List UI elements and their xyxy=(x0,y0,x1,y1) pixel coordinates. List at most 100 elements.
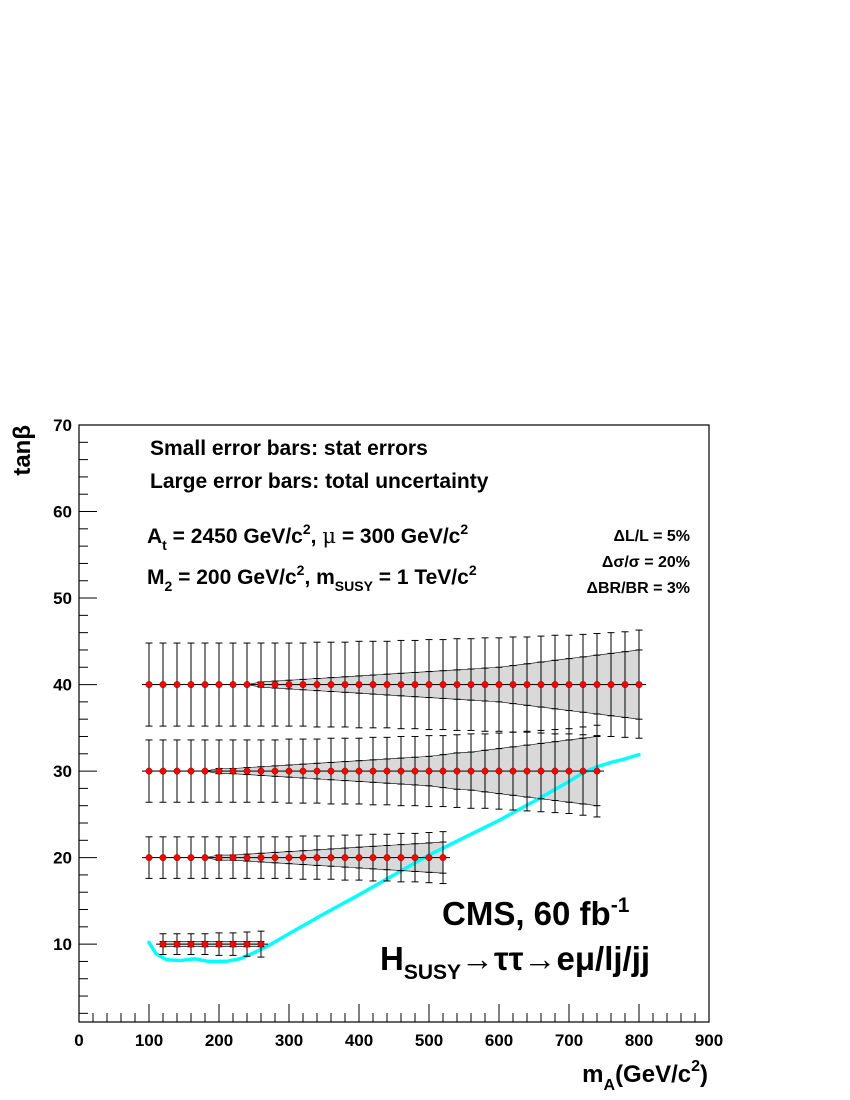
x-tick-label: 400 xyxy=(345,1031,373,1050)
data-point xyxy=(467,767,475,775)
data-points xyxy=(145,681,643,948)
data-point xyxy=(425,767,433,775)
channel-label: HSUSY→ττ→eμ/lj/jj xyxy=(380,940,650,984)
data-point xyxy=(201,681,209,689)
x-tick-label: 300 xyxy=(275,1031,303,1050)
data-point xyxy=(537,767,545,775)
y-tick-label: 60 xyxy=(53,503,72,522)
data-point xyxy=(327,681,335,689)
x-axis-title: mA(GeV/c2) xyxy=(582,1058,708,1094)
data-point xyxy=(187,940,195,948)
data-point xyxy=(215,767,223,775)
data-point xyxy=(341,854,349,862)
data-point xyxy=(201,767,209,775)
data-point xyxy=(159,940,167,948)
data-point xyxy=(467,681,475,689)
data-point xyxy=(215,940,223,948)
data-point xyxy=(201,854,209,862)
data-point xyxy=(215,854,223,862)
data-point xyxy=(257,681,265,689)
data-point xyxy=(383,767,391,775)
data-point xyxy=(397,767,405,775)
data-point xyxy=(369,767,377,775)
data-point xyxy=(313,681,321,689)
data-point xyxy=(425,681,433,689)
data-point xyxy=(229,767,237,775)
syst-lumi: ΔL/L = 5% xyxy=(613,528,690,545)
data-point xyxy=(159,681,167,689)
data-point xyxy=(299,681,307,689)
x-tick-label: 800 xyxy=(625,1031,653,1050)
data-point xyxy=(439,681,447,689)
data-point xyxy=(593,767,601,775)
data-point xyxy=(593,681,601,689)
data-point xyxy=(229,854,237,862)
data-point xyxy=(173,681,181,689)
data-point xyxy=(159,767,167,775)
data-point xyxy=(579,767,587,775)
data-point xyxy=(425,854,433,862)
plot-frame xyxy=(78,424,710,1023)
data-point xyxy=(271,681,279,689)
data-point xyxy=(145,681,153,689)
data-point xyxy=(439,767,447,775)
params-line-2: M2 = 200 GeV/c2, mSUSY = 1 TeV/c2 xyxy=(147,562,477,594)
data-point xyxy=(173,940,181,948)
data-point xyxy=(481,681,489,689)
data-point xyxy=(369,681,377,689)
data-point xyxy=(299,854,307,862)
data-point xyxy=(565,767,573,775)
data-point xyxy=(229,681,237,689)
data-point xyxy=(579,681,587,689)
data-point xyxy=(201,940,209,948)
x-tick-label: 500 xyxy=(415,1031,443,1050)
data-point xyxy=(341,681,349,689)
x-tick-label: 700 xyxy=(555,1031,583,1050)
data-point xyxy=(439,854,447,862)
data-point xyxy=(411,854,419,862)
data-point xyxy=(285,767,293,775)
data-point xyxy=(453,681,461,689)
x-tick-label: 600 xyxy=(485,1031,513,1050)
data-point xyxy=(565,681,573,689)
params-line-1: At = 2450 GeV/c2, μ = 300 GeV/c2 xyxy=(147,521,468,553)
y-tick-label: 40 xyxy=(53,676,72,695)
y-tick-label: 50 xyxy=(53,589,72,608)
legend-line-total: Large error bars: total uncertainty xyxy=(150,470,489,493)
x-tick-label: 100 xyxy=(135,1031,163,1050)
data-point xyxy=(523,681,531,689)
data-point xyxy=(551,767,559,775)
data-point xyxy=(145,767,153,775)
data-point xyxy=(411,681,419,689)
data-point xyxy=(271,854,279,862)
data-point xyxy=(145,854,153,862)
data-point xyxy=(551,681,559,689)
data-point xyxy=(159,854,167,862)
data-point xyxy=(383,854,391,862)
x-axis-ticks: 0 100 200 300 400 500 600 700 800 900 xyxy=(74,1004,723,1050)
y-tick-label: 10 xyxy=(53,935,72,954)
syst-xsec: Δσ/σ = 20% xyxy=(602,554,690,571)
data-point xyxy=(495,681,503,689)
data-point xyxy=(453,767,461,775)
data-point xyxy=(327,767,335,775)
data-point xyxy=(285,681,293,689)
data-point xyxy=(285,854,293,862)
y-axis-title: tanβ xyxy=(9,425,36,476)
data-point xyxy=(173,767,181,775)
data-point xyxy=(243,681,251,689)
syst-br: ΔBR/BR = 3% xyxy=(586,580,690,597)
data-point xyxy=(621,681,629,689)
data-point xyxy=(355,681,363,689)
x-tick-label: 900 xyxy=(695,1031,723,1050)
y-axis-ticks: 10 20 30 40 50 60 70 xyxy=(53,416,97,1014)
data-point xyxy=(635,681,643,689)
data-point xyxy=(257,940,265,948)
data-point xyxy=(215,681,223,689)
data-point xyxy=(299,767,307,775)
data-point xyxy=(187,681,195,689)
y-tick-label: 70 xyxy=(53,416,72,435)
x-tick-label: 200 xyxy=(205,1031,233,1050)
data-point xyxy=(523,767,531,775)
